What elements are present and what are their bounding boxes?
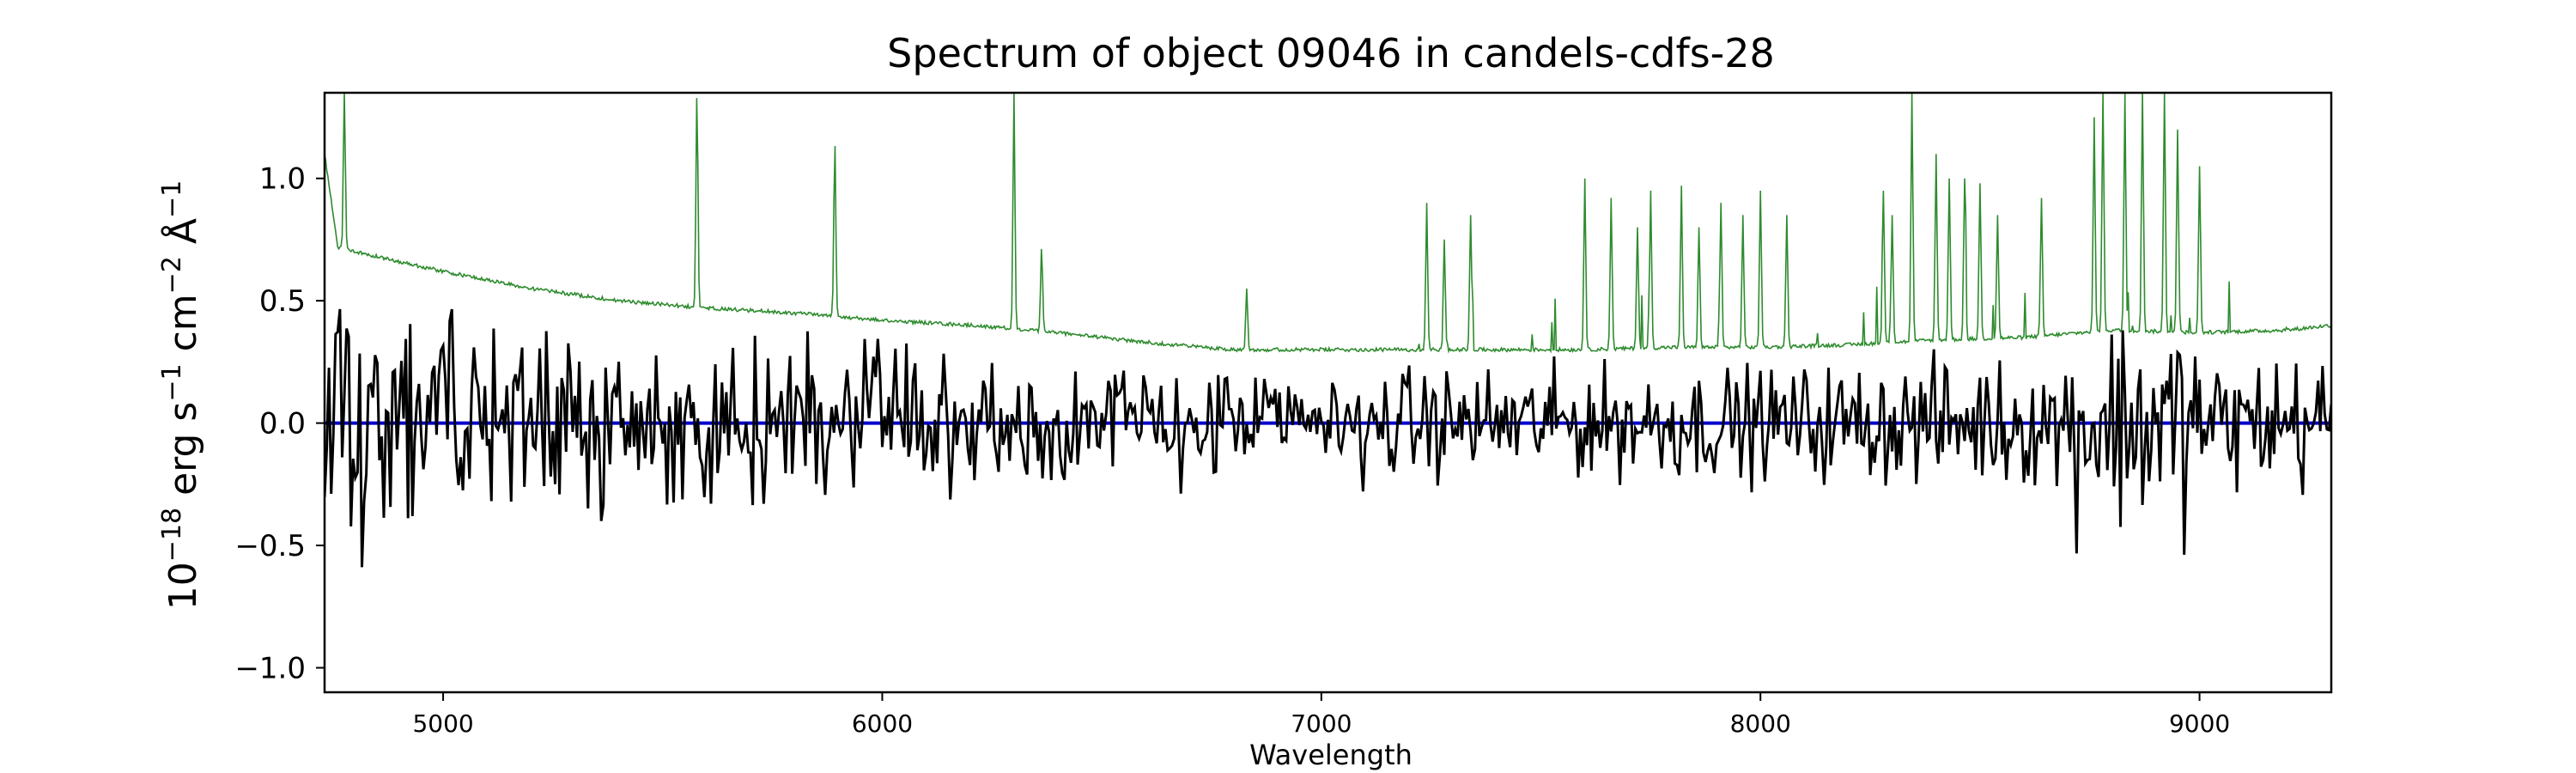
x-axis-label: Wavelength [1249, 739, 1413, 771]
y-label-exp1: −18 [157, 508, 187, 562]
y-label-part3: cm [161, 294, 205, 363]
y-label-exp2: −1 [157, 363, 187, 401]
y-label-part4: Å [160, 218, 205, 256]
y-axis-label: 10−18 erg s−1 cm−2 Å−1 [157, 180, 205, 610]
x-tick-label: 6000 [852, 709, 913, 738]
x-tick-label: 7000 [1291, 709, 1352, 738]
plot-frame [323, 91, 2333, 694]
plot-area: 5000 6000 7000 8000 9000 −1.0 −0.5 0.0 0.5 1.0 [234, 91, 2333, 738]
x-tick-label: 9000 [2169, 709, 2230, 738]
y-tick-label: −1.0 [234, 652, 306, 686]
series-group [325, 93, 2331, 568]
y-label-exp3: −2 [157, 256, 187, 294]
y-tick-label: 1.0 [259, 162, 306, 197]
y-tick-label: −0.5 [234, 529, 306, 563]
y-tick-label: 0.5 [259, 284, 306, 319]
y-label-part2: erg s [161, 402, 205, 508]
chart-title: Spectrum of object 09046 in candels-cdfs… [887, 30, 1775, 76]
y-tick-label: 0.0 [259, 407, 306, 441]
x-tick-label: 8000 [1730, 709, 1791, 738]
y-label-base: 10 [161, 562, 205, 610]
error-spectrum-line [325, 93, 2331, 354]
x-tick-label: 5000 [412, 709, 473, 738]
y-label-exp4: −1 [157, 180, 187, 218]
flux-spectrum-line [325, 308, 2331, 568]
